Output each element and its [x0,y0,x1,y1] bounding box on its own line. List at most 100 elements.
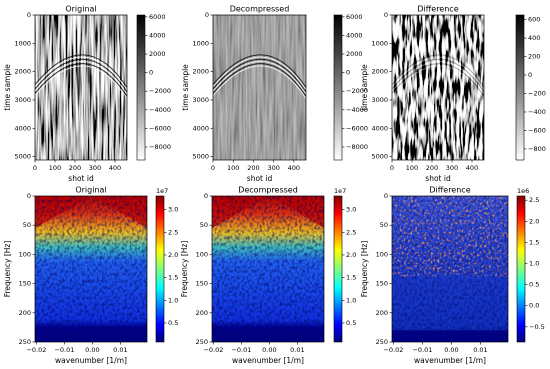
colorbar-tick-label: 1.0 [168,296,178,304]
image [35,15,127,160]
panel: Decompressed wavenumber [1/m] Frequency [H… [180,186,356,366]
colorbar-tick-label: 6000 [149,13,166,21]
image [212,196,324,342]
image-floor [212,330,324,342]
panel: Original wavenumber [1/m] Frequency [Hz] −0… [3,186,178,366]
colorbar-tick-label: 2000 [149,50,166,58]
image [213,15,306,160]
colorbar-offset: 1e7 [156,187,168,195]
x-tick-label: 400 [109,164,121,172]
x-axis-label: wavenumber [1/m] [55,356,127,365]
event-curve [392,60,484,95]
image [392,15,484,160]
colorbar-tick-label: 2.0 [346,251,356,259]
axes-title: Original [75,186,106,195]
y-tick-label: 0 [204,192,208,200]
y-tick-label: 3000 [14,96,31,104]
y-tick-label: 0 [384,11,388,19]
colorbar-tick-label: 1.5 [346,274,356,282]
y-tick-label: 4000 [14,124,31,132]
colorbar-tick-label: 3.0 [168,206,178,214]
event-curve [213,56,306,90]
event-curve [213,54,306,88]
y-axis-label: time sample [3,64,12,111]
x-tick-label: 100 [49,164,61,172]
y-tick-label: 250 [376,338,388,346]
colorbar [136,14,146,161]
x-tick-label: 300 [267,164,279,172]
event-curve [213,63,306,97]
y-tick-label: 0 [205,11,209,19]
y-tick-label: 50 [380,221,388,229]
y-tick-label: 200 [196,309,208,317]
colorbar-tick-label: 0.5 [529,281,539,289]
y-tick-label: 150 [196,280,208,288]
colorbar-tick-label: 4000 [346,31,363,39]
image-wash [213,15,306,160]
y-tick-label: 50 [200,221,208,229]
y-tick-label: 250 [196,338,208,346]
x-tick-label: 0.01 [473,346,487,354]
x-tick-label: 300 [446,164,458,172]
axes-frame [34,195,148,343]
image-texture [392,15,484,160]
image [392,196,508,342]
x-tick-label: −0.01 [54,346,74,354]
colorbar-tick-label: 0.5 [168,319,178,327]
y-tick-label: 200 [19,309,31,317]
axes-frame [391,195,509,343]
colorbar [333,14,343,161]
colorbar-tick-label: −2000 [346,87,368,95]
axes-frame [34,14,128,161]
colorbar-tick-label: 0.0 [529,302,539,310]
colorbar-tick-label: 2.5 [346,228,356,236]
y-tick-label: 2000 [14,68,31,76]
panel: Difference wavenumber [1/m] Frequency [Hz]… [360,186,545,366]
colorbar-tick-label: 200 [528,53,540,61]
event-curve [35,54,127,88]
image-texture [392,196,508,342]
y-tick-label: 3000 [192,96,209,104]
event-curve [213,58,306,93]
x-tick-label: 200 [69,164,81,172]
colorbar-tick-label: 1.0 [346,296,356,304]
x-axis-label: shot id [425,174,451,183]
colorbar-tick-label: 4000 [149,31,166,39]
y-tick-label: 50 [23,221,31,229]
y-tick-label: 5000 [371,153,388,161]
x-tick-label: 0 [211,164,215,172]
colorbar-tick-label: 1.0 [529,260,539,268]
x-tick-label: 0.01 [290,346,304,354]
x-tick-label: −0.02 [203,346,223,354]
axes-title: Original [65,5,96,14]
x-tick-label: 200 [247,164,259,172]
y-tick-label: 0 [384,192,388,200]
colorbar-tick-label: 0 [149,69,153,77]
colorbar-tick-label: 2000 [346,50,363,58]
colorbar [516,195,526,343]
axes-title: Decompressed [238,186,298,195]
colorbar-tick-label: 2.0 [168,251,178,259]
colorbar-offset: 1e6 [517,187,529,195]
colorbar-tick-label: −4000 [149,106,171,114]
event-curve [35,58,127,93]
image-floor [392,330,508,342]
x-axis-label: wavenumber [1/m] [232,356,304,365]
event-curve [213,60,306,95]
colorbar [515,14,525,161]
colorbar-tick-label: −800 [528,145,546,153]
event-curve [392,63,484,97]
x-tick-label: 0.01 [113,346,127,354]
colorbar-tick-label: 0.5 [346,319,356,327]
event-curve [35,65,127,99]
x-axis-label: wavenumber [1/m] [414,356,486,365]
x-tick-label: 200 [426,164,438,172]
axes-frame [212,14,307,161]
colorbar-tick-label: 1.5 [529,238,539,246]
event-curve [35,63,127,97]
x-tick-label: 0.00 [262,346,276,354]
axes-title: Difference [429,186,470,195]
y-axis-label: Frequency [Hz] [180,241,189,298]
y-tick-label: 2000 [371,68,388,76]
